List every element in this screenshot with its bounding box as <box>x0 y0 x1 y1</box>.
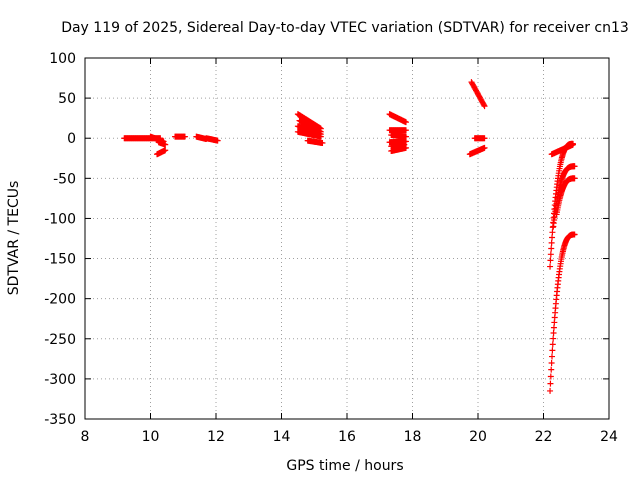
data-point <box>317 133 324 140</box>
data-point <box>547 251 554 258</box>
data-point <box>550 335 557 342</box>
y-tick-label: -100 <box>44 211 76 227</box>
data-point <box>548 353 555 360</box>
data-point <box>402 144 409 151</box>
data-point <box>162 141 169 148</box>
data-point <box>481 103 488 110</box>
grid-lines <box>85 58 609 419</box>
chart-title: Day 119 of 2025, Sidereal Day-to-day VTE… <box>61 20 629 36</box>
y-tick-label: -300 <box>44 372 76 388</box>
data-point <box>548 245 555 252</box>
y-tick-label: -150 <box>44 252 76 268</box>
data-point <box>402 119 409 126</box>
data-point <box>571 163 578 170</box>
data-point <box>181 133 188 140</box>
data-point <box>549 229 556 236</box>
data-point <box>550 324 557 331</box>
data-point <box>571 175 578 182</box>
data-point <box>550 330 557 337</box>
data-point <box>481 144 488 151</box>
x-tick-label: 18 <box>404 429 422 445</box>
x-tick-label: 20 <box>469 429 487 445</box>
data-point <box>547 373 554 380</box>
y-tick-label: -250 <box>44 332 76 348</box>
data-point <box>549 234 556 241</box>
data-point <box>549 347 556 354</box>
y-axis-label: SDTVAR / TECUs <box>6 181 22 296</box>
x-tick-label: 8 <box>81 429 90 445</box>
data-point <box>402 138 409 145</box>
x-tick-label: 16 <box>338 429 356 445</box>
data-point <box>548 366 555 373</box>
y-tick-label: -200 <box>44 292 76 308</box>
x-tick-label: 14 <box>273 429 291 445</box>
data-point <box>548 239 555 246</box>
x-axis-label: GPS time / hours <box>286 458 403 474</box>
data-point <box>548 359 555 366</box>
y-tick-label: -350 <box>44 412 76 428</box>
y-tick-label: -50 <box>53 171 76 187</box>
data-point <box>547 387 554 394</box>
data-point <box>547 257 554 264</box>
data-point <box>569 140 576 147</box>
data-point <box>319 140 326 147</box>
x-tick-label: 22 <box>535 429 553 445</box>
y-tick-label: 0 <box>67 131 76 147</box>
data-point <box>480 101 487 108</box>
data-point <box>402 127 409 134</box>
y-tick-label: 100 <box>49 51 76 67</box>
data-points <box>121 79 578 394</box>
x-tick-label: 10 <box>142 429 160 445</box>
x-tick-label: 24 <box>600 429 618 445</box>
axis-ticks: 8 10 12 14 16 18 20 22 24 100 50 0 -50 -100 -150 -200 -2… <box>44 51 618 445</box>
data-point <box>162 147 169 154</box>
data-point <box>549 341 556 348</box>
data-point <box>481 135 488 142</box>
data-point <box>571 231 578 238</box>
data-point <box>547 380 554 387</box>
y-tick-label: 50 <box>58 91 76 107</box>
x-tick-label: 12 <box>207 429 225 445</box>
data-point <box>547 263 554 270</box>
data-point <box>214 137 221 144</box>
